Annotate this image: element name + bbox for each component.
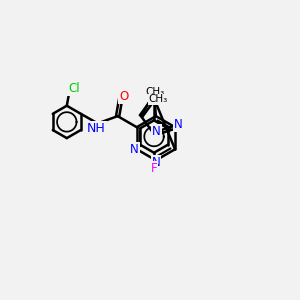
Text: F: F	[151, 162, 157, 175]
Text: CH₃: CH₃	[146, 87, 165, 97]
Text: Cl: Cl	[68, 82, 80, 94]
Text: NH: NH	[87, 122, 106, 135]
Text: O: O	[119, 90, 128, 103]
Text: N: N	[152, 124, 161, 138]
Text: CH₃: CH₃	[148, 94, 168, 104]
Text: N: N	[152, 156, 160, 169]
Text: N: N	[130, 143, 139, 156]
Text: N: N	[174, 118, 182, 131]
